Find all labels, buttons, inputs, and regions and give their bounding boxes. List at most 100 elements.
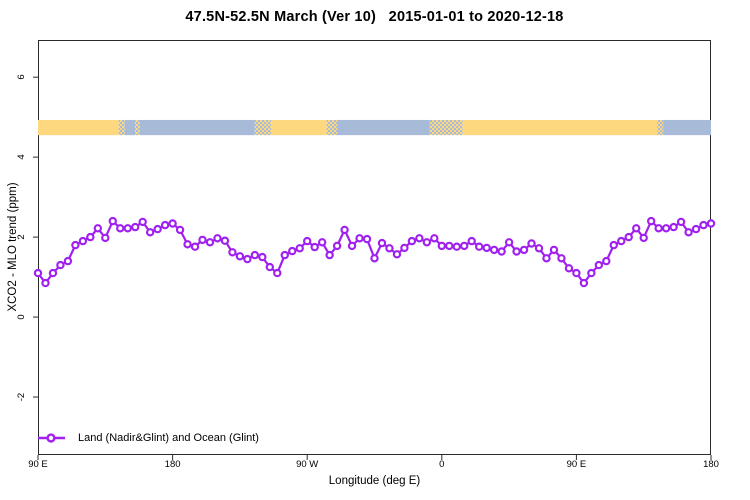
data-point — [138, 217, 147, 227]
data-point — [497, 247, 506, 256]
data-point — [325, 250, 334, 260]
data-point — [332, 241, 342, 251]
data-point — [684, 228, 693, 237]
data-point — [63, 256, 73, 266]
data-point — [265, 262, 275, 272]
data-point — [310, 242, 319, 252]
legend-marker-icon — [46, 432, 56, 443]
data-point — [632, 224, 641, 233]
data-point — [654, 224, 663, 233]
map-strip-segment-land — [38, 119, 119, 136]
data-point — [385, 244, 394, 253]
x-tick-label: 180 — [164, 459, 181, 470]
data-point — [430, 234, 439, 243]
data-point — [116, 224, 125, 233]
data-point — [168, 219, 177, 228]
map-strip-segment-mixed — [429, 119, 463, 136]
data-point — [131, 222, 140, 232]
data-point — [347, 241, 357, 251]
data-point — [190, 242, 200, 251]
data-line — [37, 219, 712, 285]
data-point — [474, 242, 484, 251]
y-tick-label: -2 — [16, 392, 27, 402]
data-point — [41, 278, 50, 288]
data-point — [243, 254, 252, 264]
data-point — [370, 254, 379, 263]
data-point — [160, 220, 170, 230]
data-point — [527, 239, 536, 248]
x-axis-label: Longitude (deg E) — [328, 475, 421, 487]
map-strip-segment-mixed — [657, 119, 664, 136]
data-point — [669, 222, 678, 232]
data-point — [288, 246, 297, 256]
data-point — [564, 264, 574, 273]
data-point — [602, 256, 611, 266]
data-point — [273, 268, 282, 278]
data-point — [101, 233, 110, 243]
data-point — [557, 254, 566, 263]
map-strip-segment-ocean — [124, 119, 136, 136]
data-point — [504, 238, 514, 247]
data-point — [624, 232, 633, 242]
data-point — [175, 225, 185, 235]
data-point — [355, 234, 364, 243]
data-point — [415, 234, 424, 243]
map-strip-segment-ocean — [337, 119, 430, 136]
data-point — [407, 236, 417, 246]
data-point — [123, 224, 132, 233]
data-point — [362, 234, 372, 244]
data-point — [452, 242, 461, 251]
chart-title: 47.5N-52.5N March (Ver 10) 2015-01-01 to… — [185, 9, 564, 25]
data-point — [445, 241, 454, 251]
data-point — [661, 224, 671, 233]
data-point — [145, 228, 155, 237]
data-point — [534, 244, 544, 253]
data-point — [467, 236, 476, 246]
data-point — [78, 236, 88, 246]
data-point — [258, 252, 267, 262]
data-point — [587, 268, 596, 278]
x-tick-label: 90 E — [566, 459, 587, 470]
x-tick-label: 90 W — [296, 459, 319, 470]
data-point — [392, 250, 402, 259]
y-tick-label: 6 — [16, 74, 27, 80]
data-point — [213, 234, 222, 243]
data-point — [617, 236, 626, 246]
data-point — [33, 268, 43, 278]
data-point — [220, 236, 230, 245]
data-point — [153, 224, 162, 234]
map-strip-segment-mixed — [326, 119, 338, 136]
data-point — [422, 238, 432, 247]
data-point — [519, 245, 529, 255]
data-point — [489, 245, 499, 255]
data-point — [400, 243, 409, 253]
data-point — [303, 236, 312, 246]
data-point — [205, 238, 215, 247]
data-point — [482, 243, 491, 253]
data-point — [377, 238, 387, 248]
map-strip-segment-ocean — [663, 119, 711, 136]
x-tick-label: 90 E — [28, 459, 48, 470]
x-tick-label: 0 — [439, 459, 445, 470]
data-point — [579, 278, 589, 288]
data-point — [639, 233, 648, 243]
plot-canvas — [33, 76, 716, 460]
data-point — [198, 235, 207, 245]
legend-key-line — [38, 432, 65, 443]
data-point — [56, 260, 65, 270]
map-strip-segment-mixed — [135, 119, 140, 136]
data-point — [542, 254, 551, 263]
data-point — [183, 240, 192, 249]
y-tick-label: 2 — [16, 234, 27, 240]
data-point — [691, 224, 701, 234]
data-point — [295, 244, 304, 253]
legend-label: Land (Nadir&Glint) and Ocean (Glint) — [78, 431, 259, 444]
data-point — [48, 268, 58, 278]
data-point — [549, 245, 559, 255]
map-strip-segment-ocean — [139, 119, 255, 136]
y-tick-label: 4 — [16, 154, 27, 160]
data-point — [572, 268, 581, 278]
data-point — [646, 216, 656, 226]
legend: Land (Nadir&Glint) and Ocean (Glint) — [38, 430, 259, 445]
